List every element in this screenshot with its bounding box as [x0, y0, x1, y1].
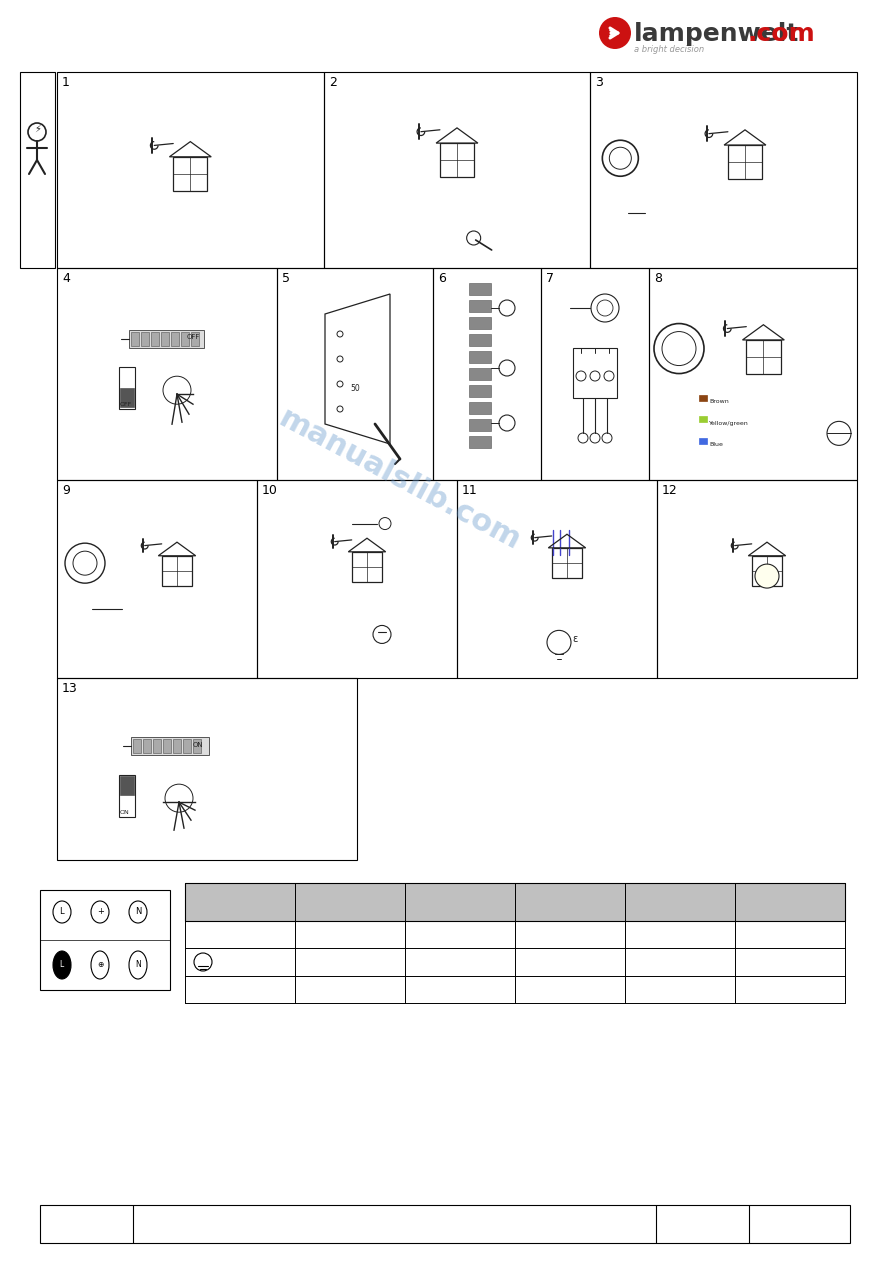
Text: 11: 11: [462, 484, 478, 498]
Text: 8: 8: [654, 272, 662, 285]
Text: ⊕: ⊕: [97, 960, 104, 969]
Text: 50: 50: [350, 384, 360, 393]
Text: N: N: [135, 907, 141, 916]
Text: ON: ON: [193, 743, 204, 748]
Polygon shape: [120, 777, 134, 796]
Polygon shape: [469, 283, 491, 296]
Text: manualslib.com: manualslib.com: [274, 404, 526, 556]
Text: ε: ε: [572, 634, 578, 644]
Text: 9: 9: [62, 484, 70, 498]
Text: .com: .com: [748, 21, 815, 45]
Text: 13: 13: [62, 682, 78, 695]
Polygon shape: [173, 739, 181, 753]
Polygon shape: [191, 332, 199, 346]
Polygon shape: [469, 301, 491, 312]
Text: L: L: [59, 960, 63, 969]
Text: 6: 6: [438, 272, 446, 285]
Polygon shape: [699, 395, 707, 402]
Ellipse shape: [53, 951, 71, 979]
Text: lampenwelt: lampenwelt: [634, 21, 799, 45]
Polygon shape: [143, 739, 151, 753]
Polygon shape: [469, 419, 491, 431]
Polygon shape: [129, 330, 204, 349]
Text: ON: ON: [120, 810, 129, 815]
Polygon shape: [163, 739, 171, 753]
Polygon shape: [469, 385, 491, 397]
Text: 12: 12: [662, 484, 678, 498]
Text: Brown: Brown: [709, 399, 729, 404]
Text: N: N: [135, 960, 141, 969]
Text: OFF: OFF: [120, 402, 132, 407]
Polygon shape: [469, 351, 491, 362]
Text: 3: 3: [596, 76, 603, 88]
Polygon shape: [131, 332, 139, 346]
Text: 10: 10: [262, 484, 278, 498]
Text: OFF: OFF: [187, 335, 200, 340]
Text: 1: 1: [62, 76, 70, 88]
Polygon shape: [193, 739, 201, 753]
Polygon shape: [185, 883, 845, 921]
Text: a bright decision: a bright decision: [634, 45, 704, 54]
Polygon shape: [120, 388, 134, 407]
Polygon shape: [131, 738, 209, 755]
Text: 4: 4: [62, 272, 70, 285]
Text: ⚡: ⚡: [34, 124, 41, 134]
Polygon shape: [469, 333, 491, 346]
Ellipse shape: [599, 16, 631, 49]
Circle shape: [755, 565, 779, 589]
Text: 7: 7: [546, 272, 554, 285]
Text: Blue: Blue: [709, 442, 722, 447]
Polygon shape: [171, 332, 179, 346]
Polygon shape: [161, 332, 169, 346]
Polygon shape: [151, 332, 159, 346]
Polygon shape: [181, 332, 189, 346]
Polygon shape: [153, 739, 161, 753]
Polygon shape: [469, 436, 491, 448]
Text: +: +: [97, 907, 104, 916]
Polygon shape: [469, 317, 491, 328]
Polygon shape: [141, 332, 149, 346]
Polygon shape: [133, 739, 141, 753]
Text: L: L: [59, 907, 63, 916]
Text: 5: 5: [282, 272, 290, 285]
Polygon shape: [699, 437, 707, 443]
Text: Yellow/green: Yellow/green: [709, 421, 748, 426]
Polygon shape: [183, 739, 191, 753]
Text: 2: 2: [329, 76, 337, 88]
Polygon shape: [699, 417, 707, 422]
Polygon shape: [469, 368, 491, 380]
Polygon shape: [469, 402, 491, 414]
